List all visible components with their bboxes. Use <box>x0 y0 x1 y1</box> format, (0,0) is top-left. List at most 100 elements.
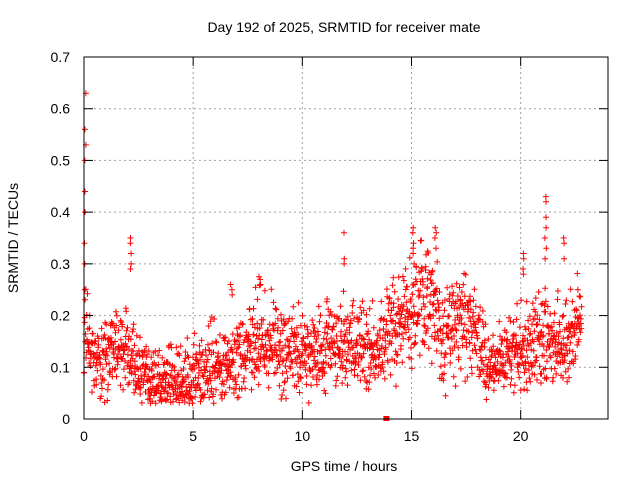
data-point <box>532 295 539 302</box>
data-point <box>290 372 297 379</box>
data-point <box>421 322 427 329</box>
data-point <box>504 374 511 381</box>
data-point <box>490 343 497 350</box>
data-point <box>438 340 445 347</box>
data-point <box>331 351 338 358</box>
data-point <box>431 235 438 241</box>
data-point <box>166 361 173 368</box>
data-point <box>492 362 499 369</box>
data-point <box>418 268 424 275</box>
data-point <box>181 399 188 405</box>
data-point <box>465 301 471 308</box>
data-point <box>87 362 94 369</box>
data-point <box>106 360 113 367</box>
data-point <box>557 328 563 335</box>
data-point <box>444 284 451 291</box>
data-point <box>212 338 219 345</box>
data-point <box>410 319 417 326</box>
data-point <box>543 198 549 205</box>
data-point <box>264 327 271 334</box>
data-point <box>530 347 537 354</box>
data-point <box>460 327 467 334</box>
data-point <box>282 342 289 349</box>
data-point <box>282 363 289 369</box>
data-point <box>375 362 382 369</box>
data-point <box>352 360 359 367</box>
data-point <box>455 354 462 361</box>
data-point <box>224 374 231 381</box>
data-point <box>424 325 431 332</box>
data-point <box>476 367 483 374</box>
data-point <box>510 389 517 396</box>
data-point <box>549 340 556 347</box>
data-point <box>138 399 145 406</box>
data-point <box>179 388 185 395</box>
data-point <box>410 313 416 320</box>
data-point <box>104 397 111 404</box>
data-point <box>366 345 373 352</box>
data-point <box>310 321 317 328</box>
data-point <box>131 389 138 396</box>
data-point <box>97 355 103 362</box>
data-point <box>137 384 144 391</box>
data-point <box>569 298 576 305</box>
data-point <box>399 307 406 314</box>
data-point <box>388 307 395 314</box>
data-point <box>541 235 548 241</box>
data-point <box>287 350 294 357</box>
data-point <box>356 316 363 323</box>
data-point <box>293 383 300 390</box>
data-point <box>553 329 560 336</box>
data-point <box>195 375 202 381</box>
data-point <box>406 308 413 315</box>
data-point <box>542 298 549 305</box>
data-point <box>512 332 519 339</box>
data-point <box>84 290 91 297</box>
data-point <box>409 291 416 298</box>
data-point <box>508 362 515 369</box>
data-point <box>578 325 585 332</box>
data-point <box>202 367 209 374</box>
data-point <box>276 382 283 389</box>
data-point <box>310 374 316 380</box>
data-point <box>305 399 312 406</box>
data-point <box>387 312 394 319</box>
data-point <box>436 315 443 322</box>
data-point <box>371 352 378 359</box>
data-point <box>429 301 436 308</box>
x-tick-label: 15 <box>404 428 420 444</box>
data-point <box>545 343 552 350</box>
data-point <box>514 300 520 307</box>
data-point <box>541 352 547 359</box>
data-point <box>120 351 127 358</box>
data-point <box>573 306 579 313</box>
data-point <box>530 338 537 345</box>
data-point <box>459 342 466 349</box>
data-point <box>525 325 532 332</box>
data-point <box>467 306 474 313</box>
data-point <box>165 389 172 396</box>
data-point <box>130 377 137 384</box>
data-point <box>332 360 339 367</box>
data-point <box>299 350 306 357</box>
data-point <box>210 400 217 407</box>
data-point <box>291 329 298 336</box>
data-point <box>468 334 475 341</box>
data-point <box>379 359 386 366</box>
data-point <box>441 307 448 314</box>
data-point <box>272 320 279 327</box>
data-point <box>527 378 534 385</box>
data-point <box>417 287 424 294</box>
data-point <box>355 359 362 365</box>
data-point <box>239 321 246 327</box>
data-point <box>317 312 324 319</box>
data-point <box>230 359 237 366</box>
data-point <box>385 359 391 365</box>
data-point <box>195 380 201 387</box>
data-point <box>365 386 372 393</box>
data-point <box>525 367 532 374</box>
data-point <box>272 369 279 376</box>
data-point <box>120 366 127 373</box>
x-tick-label: 10 <box>295 428 311 444</box>
